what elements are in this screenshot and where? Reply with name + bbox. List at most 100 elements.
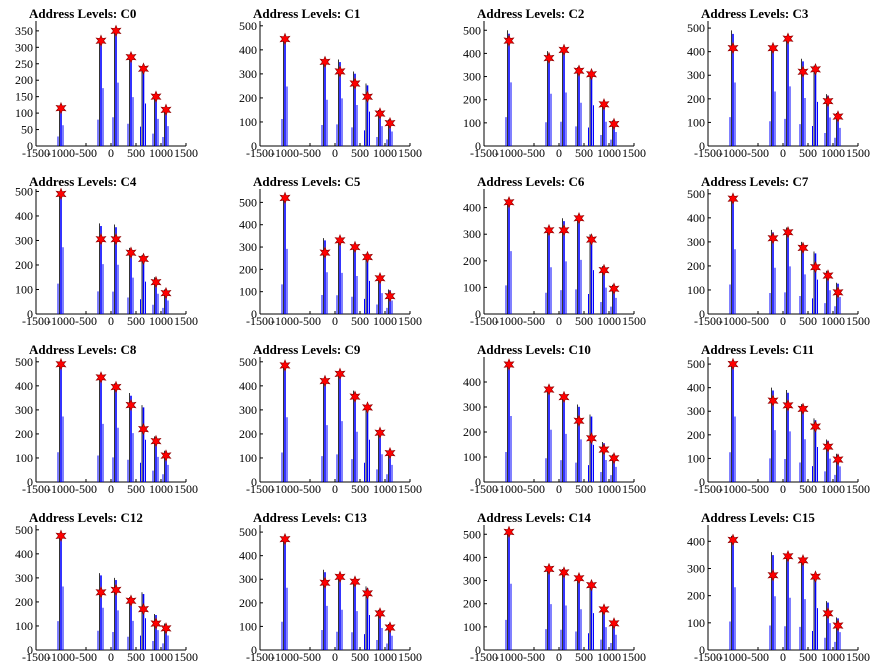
- y-tick-label: 500: [687, 21, 705, 35]
- y-tick-label: 0: [251, 475, 257, 489]
- x-tick-label: 1500: [174, 482, 198, 496]
- y-tick-label: 400: [687, 534, 705, 548]
- peak-marker: [349, 77, 361, 90]
- y-tick-label: 500: [239, 525, 257, 539]
- y-tick-label: 350: [15, 24, 33, 38]
- peak-marker: [573, 571, 585, 585]
- y-tick-label: 200: [463, 425, 481, 439]
- x-tick-label: -1000: [719, 314, 747, 328]
- y-tick-label: 50: [21, 123, 33, 137]
- x-tick-label: -500: [523, 146, 545, 160]
- y-tick-label: 400: [463, 201, 481, 215]
- peak-marker: [319, 246, 331, 259]
- peak-marker: [125, 246, 137, 259]
- x-tick-label: 500: [351, 650, 369, 664]
- y-tick-label: 100: [463, 280, 481, 294]
- x-tick-label: 1000: [597, 314, 621, 328]
- y-tick-label: 400: [687, 45, 705, 59]
- subplot-1: Address Levels: C10100200300400500-1500-…: [239, 6, 422, 160]
- x-tick-label: 0: [780, 146, 786, 160]
- peak-marker: [110, 583, 122, 597]
- x-tick-label: -500: [75, 650, 97, 664]
- peak-marker: [374, 607, 386, 620]
- x-tick-label: -1000: [495, 650, 523, 664]
- peak-marker: [160, 286, 172, 300]
- x-tick-label: -1000: [719, 650, 747, 664]
- x-tick-label: 1000: [149, 650, 173, 664]
- x-tick-label: -1500: [246, 314, 274, 328]
- x-tick-label: -1000: [47, 650, 75, 664]
- subplot-title: Address Levels: C3: [701, 6, 809, 21]
- peak-marker: [95, 232, 107, 246]
- x-tick-label: 500: [575, 650, 593, 664]
- subplot-title: Address Levels: C4: [29, 174, 137, 189]
- x-tick-label: 0: [108, 482, 114, 496]
- x-tick-label: 500: [351, 482, 369, 496]
- x-tick-label: -1000: [47, 482, 75, 496]
- x-tick-label: -1000: [495, 146, 523, 160]
- y-tick-label: 0: [699, 643, 705, 657]
- y-tick-label: 0: [251, 307, 257, 321]
- y-tick-label: 250: [15, 57, 33, 71]
- peak-marker: [384, 289, 396, 303]
- peak-marker: [782, 550, 794, 563]
- x-tick-label: -1500: [470, 314, 498, 328]
- y-tick-label: 100: [239, 115, 257, 129]
- y-tick-label: 200: [463, 93, 481, 107]
- peak-marker: [319, 55, 331, 69]
- x-tick-label: -1000: [271, 482, 299, 496]
- x-tick-label: 1000: [149, 146, 173, 160]
- peak-marker: [782, 226, 794, 239]
- peak-marker: [558, 390, 570, 404]
- x-tick-label: 0: [332, 146, 338, 160]
- y-tick-label: 400: [239, 549, 257, 563]
- x-tick-label: 1000: [597, 650, 621, 664]
- peak-marker: [797, 241, 809, 255]
- peak-marker: [125, 594, 137, 607]
- x-tick-label: 0: [556, 482, 562, 496]
- y-tick-label: 500: [239, 355, 257, 369]
- peak-marker: [503, 358, 515, 371]
- peak-marker: [95, 371, 107, 384]
- x-tick-label: 1500: [846, 482, 870, 496]
- x-tick-label: 500: [799, 650, 817, 664]
- x-tick-label: -1000: [719, 482, 747, 496]
- subplot-title: Address Levels: C15: [701, 510, 815, 525]
- y-tick-label: 400: [463, 550, 481, 564]
- y-tick-label: 100: [463, 116, 481, 130]
- x-tick-label: -1500: [694, 146, 722, 160]
- x-tick-label: 1000: [149, 482, 173, 496]
- peak-marker: [384, 446, 396, 460]
- y-tick-label: 0: [475, 139, 481, 153]
- peak-marker: [822, 440, 834, 453]
- peak-marker: [374, 272, 386, 285]
- peak-marker: [543, 383, 555, 396]
- x-tick-label: 1000: [821, 146, 845, 160]
- peak-marker: [334, 570, 346, 584]
- x-tick-label: 1500: [846, 314, 870, 328]
- x-tick-label: -1000: [47, 314, 75, 328]
- peak-marker: [503, 196, 515, 209]
- x-tick-label: -1500: [694, 650, 722, 664]
- y-tick-label: 300: [687, 235, 705, 249]
- x-tick-label: 0: [108, 314, 114, 328]
- y-tick-label: 0: [251, 139, 257, 153]
- subplot-9: Address Levels: C90100200300400500-1500-…: [239, 342, 422, 496]
- x-tick-label: 1500: [174, 314, 198, 328]
- x-tick-label: 1000: [821, 482, 845, 496]
- y-tick-label: 200: [239, 91, 257, 105]
- y-tick-label: 200: [687, 589, 705, 603]
- y-tick-label: 400: [687, 381, 705, 395]
- peak-marker: [150, 434, 162, 448]
- x-tick-label: -1000: [47, 146, 75, 160]
- x-tick-label: -1500: [694, 314, 722, 328]
- peak-marker: [809, 260, 822, 274]
- peak-marker: [361, 587, 374, 600]
- y-tick-label: 100: [15, 451, 33, 465]
- x-tick-label: 1000: [597, 146, 621, 160]
- y-tick-label: 500: [687, 187, 705, 201]
- x-tick-label: -1500: [22, 146, 50, 160]
- x-tick-label: 0: [332, 650, 338, 664]
- peak-marker: [832, 453, 844, 466]
- x-tick-label: 1500: [846, 650, 870, 664]
